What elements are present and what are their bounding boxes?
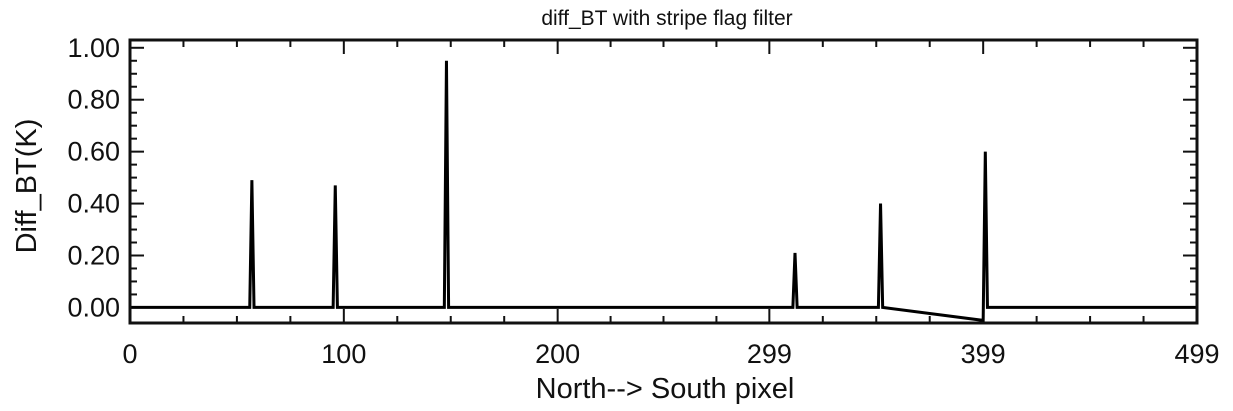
x-axis-label: North--> South pixel [536, 373, 795, 405]
y-tick-label: 1.00 [67, 33, 120, 63]
y-axis-ticks: 0.00 0.20 0.40 0.60 0.80 1.00 [67, 33, 1197, 322]
y-tick-label: 0.60 [67, 137, 120, 167]
series-line [130, 60, 1197, 323]
x-tick-label: 399 [961, 339, 1006, 369]
x-tick-label: 0 [122, 339, 137, 369]
plot-frame [128, 38, 1199, 325]
y-tick-label: 0.20 [67, 240, 120, 270]
y-axis-label: Diff_BT(K) [11, 119, 43, 254]
y-tick-label: 0.40 [67, 189, 120, 219]
x-axis-ticks: 0 100 200 299 399 499 [122, 40, 1220, 369]
x-tick-label: 299 [747, 339, 792, 369]
x-tick-label: 499 [1174, 339, 1219, 369]
x-tick-label: 100 [321, 339, 366, 369]
y-tick-label: 0.80 [67, 85, 120, 115]
x-tick-label: 200 [535, 339, 580, 369]
chart-title: diff_BT with stripe flag filter [541, 7, 792, 30]
y-tick-label: 0.00 [67, 292, 120, 322]
